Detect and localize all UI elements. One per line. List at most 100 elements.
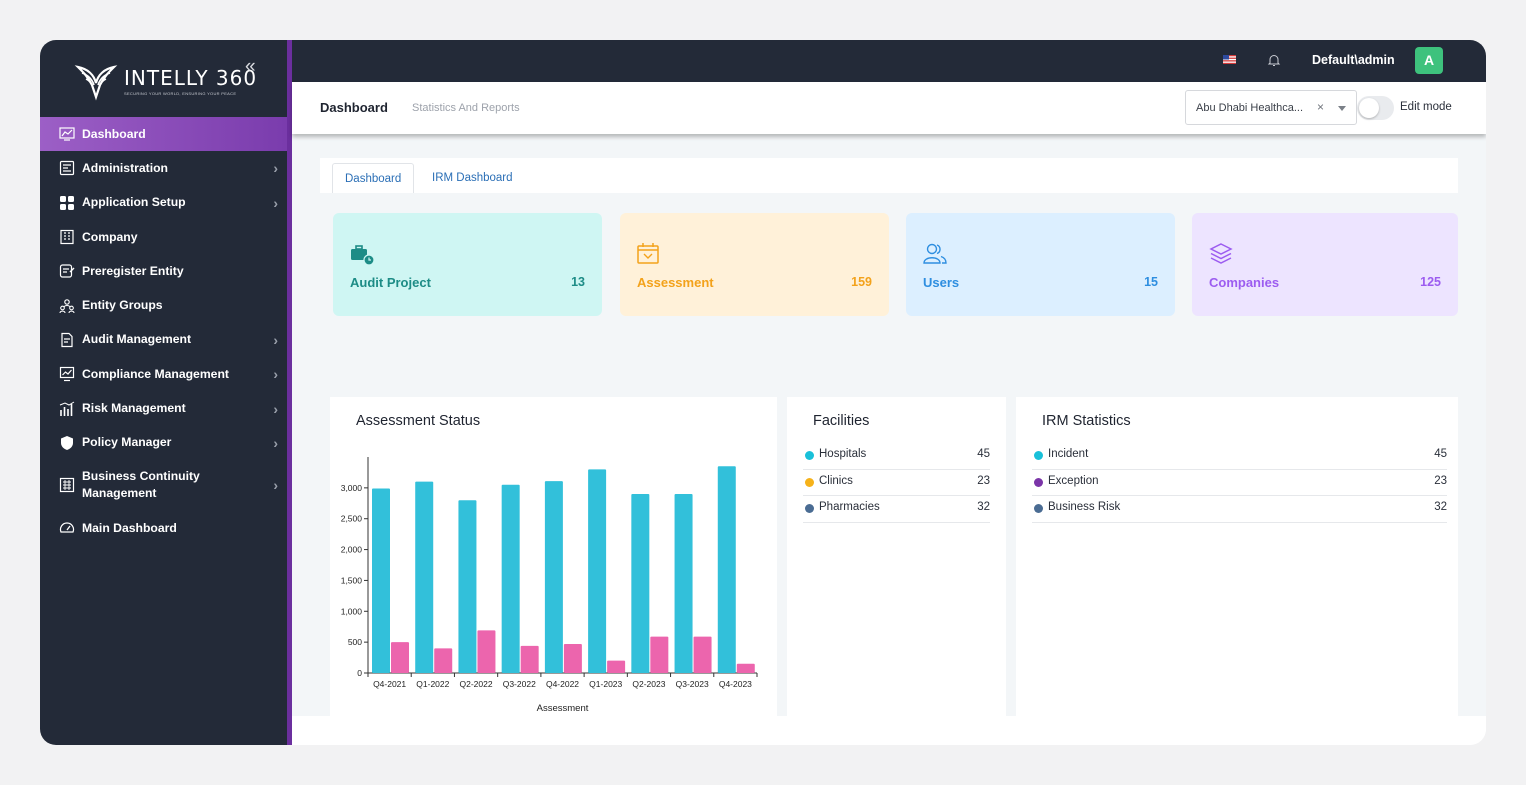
assessment-status-panel: Assessment Status 0 500 1,000 1,500 2,000 2,5… — [330, 397, 777, 727]
y-tick-label: 2,000 — [341, 545, 363, 555]
bar-Q4-2021-series-1 — [391, 642, 409, 673]
collapse-sidebar-icon[interactable]: « — [245, 56, 256, 77]
shield-icon — [61, 435, 73, 450]
list-item-value: 23 — [1434, 474, 1447, 487]
stat-label: Audit Project — [350, 275, 431, 290]
legend-dot — [805, 504, 814, 514]
sidebar-item-label: Main Dashboard — [82, 520, 177, 535]
gauge-icon — [59, 522, 75, 533]
list-item-name: Hospitals — [819, 448, 867, 460]
main-content: Dashboard IRM Dashboard Audit Project 13… — [292, 134, 1486, 727]
top-bar: Default\admin A — [292, 40, 1486, 82]
sidebar-item-compliance-management[interactable]: Compliance Management › — [40, 357, 287, 391]
bar-Q2-2023-series-0 — [631, 494, 650, 673]
sidebar-item-company[interactable]: Company — [40, 220, 287, 254]
list-item[interactable]: Incident 45 — [1032, 443, 1447, 470]
legend-dot — [805, 477, 814, 487]
x-tick-label: Q3-2022 — [503, 679, 536, 689]
list-item-name: Incident — [1048, 448, 1089, 460]
us-flag-icon[interactable] — [1223, 55, 1236, 64]
sidebar-item-main-dashboard[interactable]: Main Dashboard — [40, 511, 287, 545]
bell-icon[interactable] — [1267, 53, 1281, 67]
list-item[interactable]: Exception 23 — [1032, 470, 1447, 497]
bar-Q4-2023-series-1 — [736, 663, 755, 673]
toggle-knob — [1359, 98, 1379, 118]
list-item[interactable]: Business Risk 32 — [1032, 496, 1447, 524]
stat-value: 15 — [1144, 275, 1158, 289]
wings-logo-icon — [74, 65, 118, 101]
app-window: INTELLY 360 SECURING YOUR WORLD, ENSURIN… — [40, 40, 1486, 745]
y-tick-label: 3,000 — [341, 483, 363, 493]
y-tick-label: 500 — [348, 637, 362, 647]
brand-name: INTELLY 360 — [124, 66, 258, 90]
stat-card-assessment[interactable]: Assessment 159 — [620, 213, 889, 316]
facilities-panel: Facilities Hospitals 45 Clinics 23 Pharmac… — [787, 397, 1006, 727]
chevron-right-icon: › — [273, 477, 278, 494]
bar-Q3-2022-series-1 — [520, 645, 539, 673]
stat-label: Companies — [1209, 275, 1280, 290]
company-select[interactable]: Abu Dhabi Healthca... × — [1185, 90, 1357, 125]
avatar[interactable]: A — [1415, 47, 1443, 74]
x-tick-label: Q4-2022 — [546, 679, 579, 689]
building-icon — [60, 229, 74, 245]
bar-Q2-2022-series-0 — [458, 500, 477, 673]
list-item-name: Pharmacies — [819, 501, 880, 514]
sidebar-item-label: Application Setup — [82, 195, 186, 210]
sidebar-item-risk-management[interactable]: Risk Management › — [40, 391, 287, 425]
sidebar: INTELLY 360 SECURING YOUR WORLD, ENSURIN… — [40, 40, 287, 745]
briefcase-clock-icon — [351, 245, 375, 266]
brand-tagline: SECURING YOUR WORLD, ENSURING YOUR PEACE — [124, 91, 237, 96]
x-tick-label: Q4-2021 — [373, 679, 406, 689]
list-item-value: 23 — [977, 474, 990, 487]
irm-list: Incident 45 Exception 23 Business Risk 32 — [1032, 443, 1447, 524]
bar-Q1-2023-series-1 — [607, 660, 626, 673]
sidebar-item-label: Business Continuity Management — [82, 469, 200, 501]
dropdown-caret-icon[interactable] — [1338, 106, 1346, 111]
admin-panel-icon — [59, 161, 75, 176]
list-item[interactable]: Pharmacies 32 — [803, 496, 990, 524]
y-tick-label: 0 — [357, 668, 362, 678]
chevron-right-icon: › — [273, 160, 278, 177]
sidebar-item-label: Risk Management — [82, 401, 186, 416]
sidebar-item-label: Entity Groups — [82, 298, 163, 313]
tab-irm-dashboard[interactable]: IRM Dashboard — [432, 172, 513, 184]
chevron-right-icon: › — [273, 331, 278, 348]
x-tick-label: Q3-2023 — [676, 679, 709, 689]
legend-dot — [1034, 504, 1043, 514]
stat-card-audit-project[interactable]: Audit Project 13 — [333, 213, 602, 316]
sidebar-nav: Dashboard Administration › Application S… — [40, 117, 287, 545]
list-item[interactable]: Clinics 23 — [803, 470, 990, 497]
bar-Q3-2023-series-1 — [693, 636, 712, 673]
stat-card-companies[interactable]: Companies 125 — [1192, 213, 1458, 316]
tab-dashboard[interactable]: Dashboard — [332, 163, 415, 193]
clear-selection-icon[interactable]: × — [1317, 100, 1325, 114]
sidebar-item-dashboard[interactable]: Dashboard — [40, 117, 287, 152]
legend-dot — [805, 451, 814, 460]
tabs-bar: Dashboard IRM Dashboard — [320, 158, 1458, 193]
page-header: Dashboard Statistics And Reports Abu Dha… — [292, 82, 1486, 134]
sidebar-item-label: Dashboard — [82, 126, 146, 141]
bar-Q1-2022-series-1 — [434, 648, 453, 673]
panel-title: Assessment Status — [356, 413, 481, 429]
sidebar-item-business-continuity[interactable]: Business Continuity Management › — [40, 460, 287, 511]
sidebar-item-policy-manager[interactable]: Policy Manager › — [40, 426, 287, 460]
sidebar-item-preregister-entity[interactable]: Preregister Entity — [40, 254, 287, 288]
stat-value: 159 — [851, 275, 872, 289]
sidebar-item-audit-management[interactable]: Audit Management › — [40, 323, 287, 357]
list-item-value: 45 — [977, 448, 990, 460]
sidebar-item-administration[interactable]: Administration › — [40, 151, 287, 185]
list-item[interactable]: Hospitals 45 — [803, 443, 990, 470]
panel-title: IRM Statistics — [1042, 413, 1131, 429]
grid-icon — [60, 195, 74, 210]
list-item-value: 32 — [1434, 501, 1447, 514]
stat-card-users[interactable]: Users 15 — [906, 213, 1175, 316]
bar-Q1-2023-series-0 — [588, 469, 607, 673]
sidebar-item-application-setup[interactable]: Application Setup › — [40, 186, 287, 220]
x-tick-label: Q2-2023 — [632, 679, 665, 689]
user-name[interactable]: Default\admin — [1312, 53, 1395, 67]
sidebar-item-entity-groups[interactable]: Entity Groups — [40, 288, 287, 322]
chart-monitor-icon — [59, 127, 75, 141]
bar-Q4-2022-series-0 — [544, 481, 563, 673]
footer-strip — [292, 716, 1486, 745]
edit-mode-toggle[interactable] — [1357, 96, 1394, 120]
